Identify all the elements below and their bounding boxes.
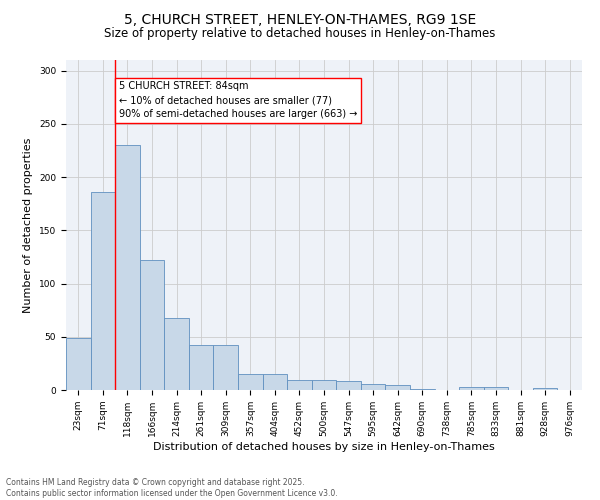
- Bar: [410, 389, 434, 390]
- Bar: [263, 374, 287, 390]
- Bar: [385, 384, 410, 390]
- Text: 5 CHURCH STREET: 84sqm
← 10% of detached houses are smaller (77)
90% of semi-det: 5 CHURCH STREET: 84sqm ← 10% of detached…: [119, 82, 357, 120]
- Bar: [459, 387, 484, 390]
- Bar: [238, 374, 263, 390]
- Bar: [312, 380, 336, 390]
- Bar: [287, 380, 312, 390]
- Bar: [533, 388, 557, 390]
- Bar: [91, 192, 115, 390]
- X-axis label: Distribution of detached houses by size in Henley-on-Thames: Distribution of detached houses by size …: [153, 442, 495, 452]
- Bar: [484, 387, 508, 390]
- Bar: [140, 260, 164, 390]
- Y-axis label: Number of detached properties: Number of detached properties: [23, 138, 34, 312]
- Bar: [189, 346, 214, 390]
- Text: Contains HM Land Registry data © Crown copyright and database right 2025.
Contai: Contains HM Land Registry data © Crown c…: [6, 478, 338, 498]
- Text: Size of property relative to detached houses in Henley-on-Thames: Size of property relative to detached ho…: [104, 28, 496, 40]
- Bar: [115, 145, 140, 390]
- Bar: [361, 384, 385, 390]
- Bar: [336, 382, 361, 390]
- Text: 5, CHURCH STREET, HENLEY-ON-THAMES, RG9 1SE: 5, CHURCH STREET, HENLEY-ON-THAMES, RG9 …: [124, 12, 476, 26]
- Bar: [214, 346, 238, 390]
- Bar: [66, 338, 91, 390]
- Bar: [164, 318, 189, 390]
